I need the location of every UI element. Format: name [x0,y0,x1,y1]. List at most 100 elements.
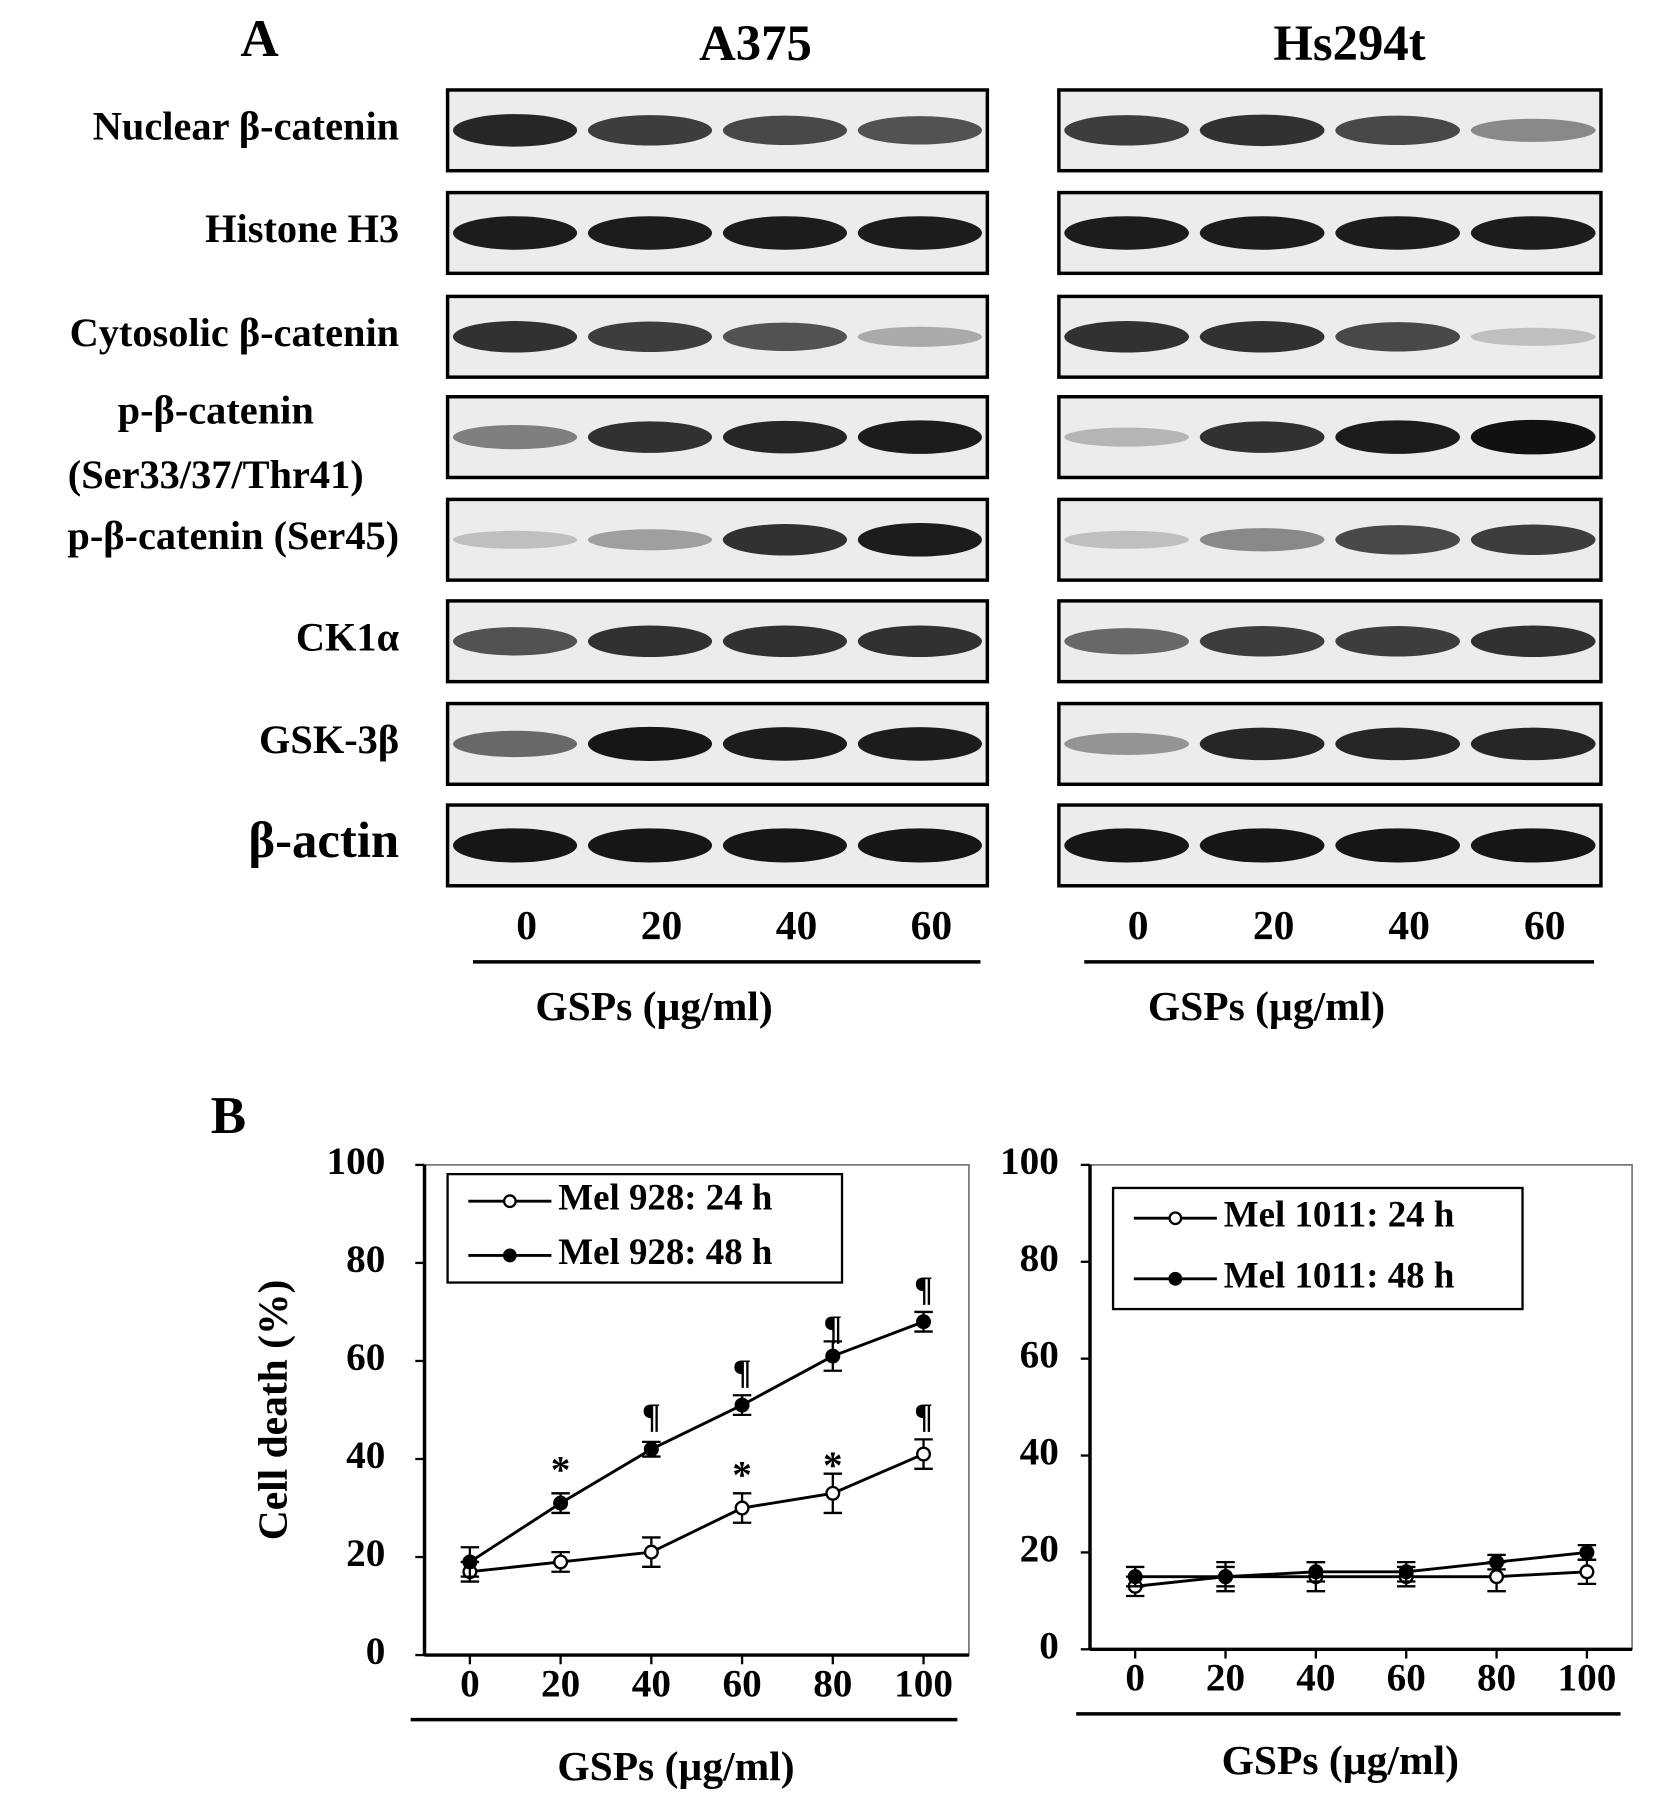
x-tick-label: 60 [1387,1657,1426,1700]
blot-band [1064,216,1189,250]
blot-band [1470,524,1596,555]
y-tick-label: 80 [346,1238,385,1281]
blot-band [1064,115,1189,146]
blot-band [452,216,578,250]
annotation: * [551,1449,571,1492]
data-point [825,1348,841,1364]
blot-band [1470,625,1596,658]
blot-band [1470,327,1596,346]
blot-band [1470,216,1596,250]
data-point [1218,1569,1234,1585]
data-point [643,1441,659,1457]
annotation: * [732,1454,752,1497]
blot-band [1335,115,1461,146]
y-tick-label: 40 [1020,1431,1059,1474]
blot-band [722,727,848,761]
dose-label: 20 [641,902,683,948]
x-tick-label: 40 [1296,1657,1335,1700]
blot-band [587,726,713,762]
blot-band [452,321,578,353]
data-point [916,1314,932,1330]
blot-band [857,828,982,863]
blot-band [722,828,848,863]
data-point [1489,1554,1505,1570]
data-point [462,1554,478,1570]
y-tick-label: 0 [1039,1624,1059,1667]
blot-band [1335,420,1461,454]
y-axis-label: Cell death (%) [249,1280,296,1541]
protein-label: p-β-catenin (Ser45) [67,513,399,558]
x-tick-label: 0 [1125,1657,1145,1700]
blot-band [857,326,982,347]
blot-band [587,216,713,250]
legend-marker [502,1248,517,1263]
blot-band [452,828,578,863]
x-tick-label: 20 [1206,1657,1245,1700]
blot-band [1199,528,1325,552]
data-point [1308,1564,1324,1580]
blot-band [1064,628,1189,655]
cell-line-title: A375 [699,15,812,71]
y-tick-label: 60 [346,1336,385,1379]
blot-band [722,216,848,250]
blot-band [1199,828,1325,863]
blot-band [1470,727,1596,761]
blot-band [1064,321,1189,353]
x-tick-label: 100 [894,1662,953,1705]
data-point [734,1397,750,1413]
blot-band [452,530,578,549]
annotation: ¶ [914,1398,933,1436]
blot-band [1335,727,1461,761]
dose-label: 0 [516,902,537,948]
y-tick-label: 100 [326,1140,385,1183]
blot-band [452,114,578,147]
blot-band [1199,421,1325,453]
panel-label: A [240,10,278,68]
blot-band [1335,525,1461,555]
data-point [553,1554,569,1570]
x-tick-label: 0 [460,1662,480,1705]
protein-label: GSK-3β [259,717,399,762]
dose-label: 20 [1253,902,1295,948]
blot-band [1335,626,1461,657]
data-point [1489,1569,1505,1585]
dose-label: 40 [1388,902,1430,948]
blot-band [722,322,848,351]
blot-band [1199,321,1325,353]
data-point [916,1446,932,1462]
x-tick-label: 60 [722,1662,761,1705]
blot-band [1064,427,1189,447]
legend-marker [502,1194,517,1209]
panel-label: B [211,1087,246,1145]
y-tick-label: 60 [1020,1334,1059,1377]
annotation: * [823,1444,843,1487]
blot-band [722,115,848,146]
y-tick-label: 20 [346,1532,385,1575]
x-tick-label: 40 [632,1662,671,1705]
annotation: ¶ [823,1309,842,1347]
legend-box [1111,1186,1524,1311]
protein-label: CK1α [296,615,400,660]
blot-band [587,529,713,551]
data-point [734,1500,750,1516]
blot-band [1335,322,1461,352]
blot-band [452,627,578,656]
series-line [1135,1570,1587,1588]
data-point [1579,1564,1595,1580]
blot-band [1064,732,1189,755]
series-line [1135,1550,1588,1579]
legend-label: Mel 928: 48 h [558,1231,772,1272]
x-axis-label: GSPs (µg/ml) [557,1743,794,1790]
protein-label: p-β-catenin [118,387,314,432]
y-tick-label: 40 [346,1434,385,1477]
blot-band [1199,216,1325,250]
blot-band [1335,828,1461,863]
blot-band [452,425,578,450]
blot-band [1335,216,1461,250]
blot-band [1470,419,1596,455]
blot-band [1064,828,1189,863]
x-axis-label: GSPs (µg/ml) [535,983,772,1030]
legend-marker [1168,1271,1183,1286]
y-tick-label: 0 [366,1630,386,1673]
